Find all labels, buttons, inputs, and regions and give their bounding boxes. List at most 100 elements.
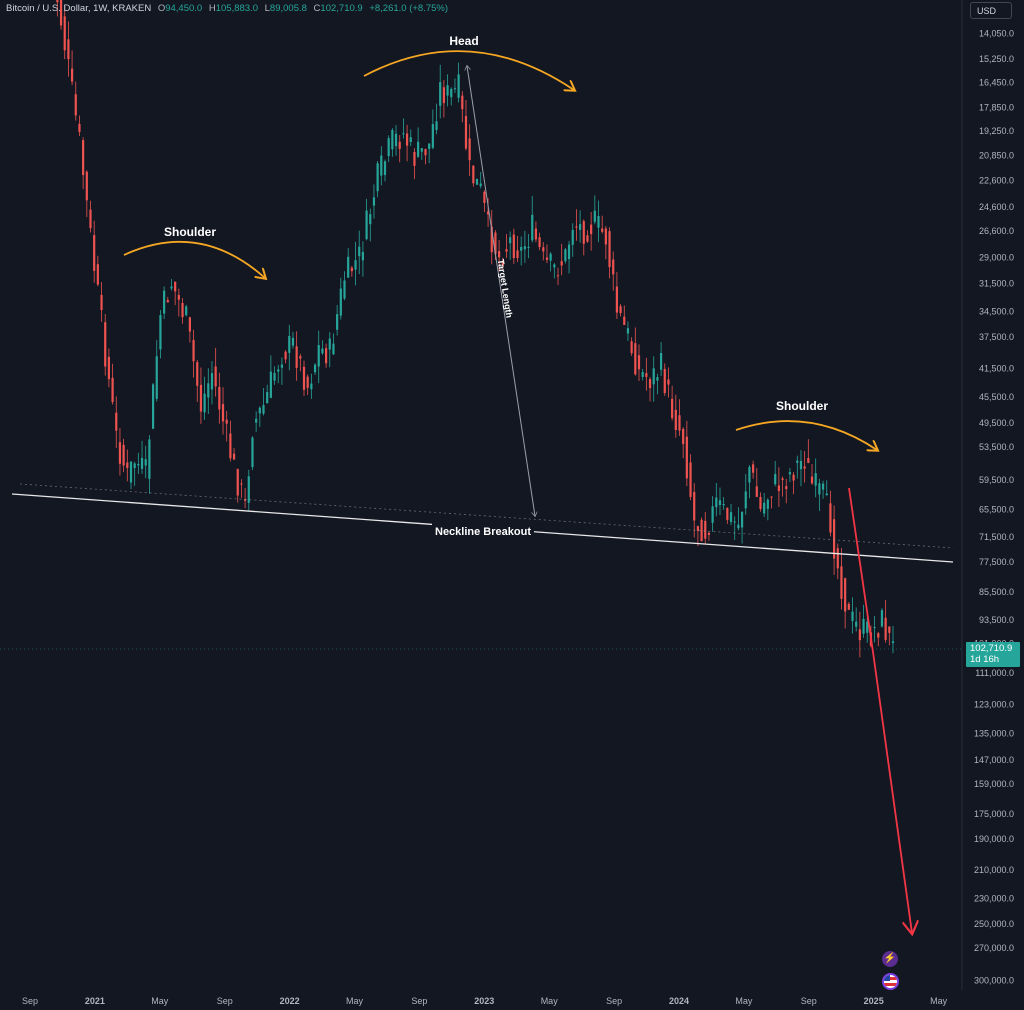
candle-body	[89, 209, 92, 229]
y-tick-label: 22,600.0	[979, 176, 1014, 186]
target-length-line[interactable]	[467, 66, 535, 516]
neckline-dotted-line[interactable]	[19, 483, 954, 549]
candle-body	[151, 384, 155, 429]
candle-body	[825, 493, 828, 496]
candle-body	[288, 335, 291, 353]
currency-button[interactable]: USD	[970, 2, 1012, 19]
candle-body	[626, 328, 630, 334]
candle-body	[59, 0, 63, 26]
candle-body	[678, 415, 681, 431]
us-flag-icon[interactable]	[882, 973, 899, 990]
candle-body	[350, 267, 353, 272]
candle-body	[549, 253, 552, 261]
candle-body	[221, 404, 225, 422]
candle-body	[442, 87, 445, 104]
candle-body	[144, 459, 147, 466]
candle-body	[781, 478, 784, 480]
candle-body	[170, 286, 173, 289]
y-tick-label: 34,500.0	[979, 306, 1014, 316]
x-tick-label: 2023	[474, 996, 494, 1006]
candle-body	[361, 252, 365, 261]
close-label: C	[313, 3, 321, 14]
candle-body	[884, 617, 887, 640]
candle-body	[792, 474, 795, 481]
candle-body	[788, 472, 792, 475]
candle-body	[428, 143, 431, 149]
candle-body	[394, 133, 398, 147]
candle-body	[571, 229, 574, 245]
candle-body	[413, 152, 416, 166]
candle-body	[545, 257, 549, 260]
candle-body	[744, 491, 747, 509]
candle-body	[468, 138, 471, 161]
candle-body	[218, 386, 221, 410]
candle-body	[483, 191, 486, 203]
lightning-icon[interactable]: ⚡	[882, 951, 898, 967]
projection-arrow[interactable]	[848, 487, 912, 933]
candle-body	[612, 259, 615, 275]
low-label: L	[264, 3, 270, 14]
change-value: +8,261.0 (+8.75%)	[369, 3, 449, 14]
candle-body	[814, 473, 817, 486]
candle-body	[67, 39, 70, 60]
candle-body	[232, 453, 236, 460]
neckline-label-bg	[432, 522, 534, 538]
candle-body	[402, 133, 405, 135]
candle-body	[192, 339, 195, 362]
y-tick-label: 190,000.0	[974, 834, 1014, 844]
candle-body	[512, 234, 515, 259]
candle-body	[376, 163, 379, 192]
candle-body	[619, 306, 622, 314]
symbol-title[interactable]: Bitcoin / U.S. Dollar, 1W, KRAKEN	[6, 3, 152, 14]
candle-body	[523, 246, 526, 250]
right-shoulder-arc[interactable]	[735, 420, 877, 450]
y-tick-label: 159,000.0	[974, 779, 1014, 789]
candle-body	[700, 519, 703, 542]
candle-body	[461, 95, 464, 110]
candle-body	[457, 74, 460, 98]
y-tick-label: 17,850.0	[979, 103, 1014, 113]
candle-body	[556, 275, 560, 277]
y-tick-label: 210,000.0	[974, 865, 1014, 875]
candle-body	[847, 603, 850, 610]
candle-body	[181, 302, 184, 318]
candle-body	[291, 337, 295, 346]
candle-body	[299, 356, 302, 359]
x-tick-label: May	[930, 996, 948, 1006]
candle-body	[763, 502, 766, 514]
symbol-header: Bitcoin / U.S. Dollar, 1W, KRAKEN O94,45…	[6, 3, 448, 14]
y-tick-label: 20,850.0	[979, 151, 1014, 161]
candle-body	[851, 611, 854, 622]
y-tick-label: 14,050.0	[979, 29, 1014, 39]
y-tick-label: 250,000.0	[974, 919, 1014, 929]
candle-body	[479, 183, 482, 187]
candle-body	[840, 566, 843, 599]
candle-body	[693, 492, 696, 521]
head-arc[interactable]	[363, 50, 574, 90]
candle-body	[111, 377, 114, 403]
candle-body	[707, 532, 711, 535]
candle-body	[229, 433, 232, 459]
y-tick-label: 24,600.0	[979, 202, 1014, 212]
x-tick-label: 2022	[280, 996, 300, 1006]
candle-body	[888, 626, 891, 633]
candle-body	[115, 412, 118, 431]
candle-body	[590, 224, 593, 235]
x-tick-label: 2025	[864, 996, 884, 1006]
y-tick-label: 123,000.0	[974, 700, 1014, 710]
candle-body	[100, 294, 103, 311]
candle-body	[796, 460, 799, 463]
candle-body	[369, 214, 372, 225]
x-tick-label: Sep	[217, 996, 233, 1006]
candle-body	[729, 512, 733, 522]
candle-body	[244, 499, 247, 501]
candle-body	[821, 483, 825, 490]
candle-body	[652, 368, 655, 385]
left-shoulder-arc[interactable]	[123, 240, 265, 278]
candle-body	[63, 16, 66, 51]
candle-body	[453, 88, 457, 90]
candle-body	[475, 178, 479, 185]
candle-body	[310, 383, 313, 390]
